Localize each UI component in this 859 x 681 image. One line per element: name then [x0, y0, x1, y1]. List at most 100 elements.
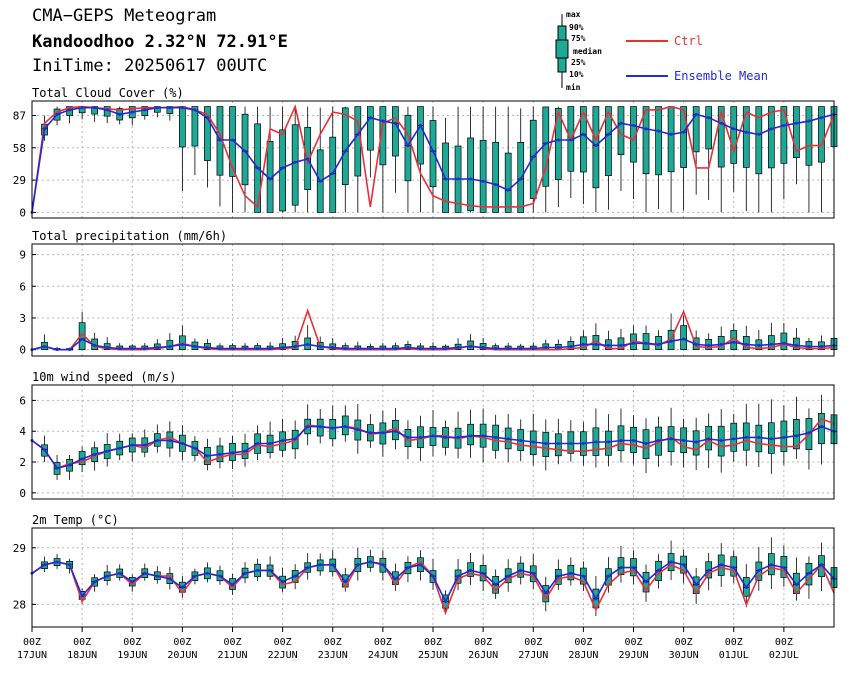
ensemble-mean-point: [143, 443, 147, 447]
y-tick-label: 6: [19, 394, 26, 407]
ensemble-mean-point: [180, 442, 184, 446]
ensemble-mean-point: [719, 342, 723, 346]
ensemble-box: [429, 120, 437, 188]
ensemble-mean-point: [205, 454, 209, 458]
ensemble-mean-point: [594, 144, 598, 148]
ensemble-mean-point: [794, 583, 798, 587]
ensemble-mean-point: [180, 342, 184, 346]
ensemble-mean-point: [168, 577, 172, 581]
ensemble-mean-point: [469, 434, 473, 438]
chart-title: CMA−GEPS Meteogram: [32, 6, 217, 26]
ensemble-mean-point: [732, 127, 736, 131]
ensemble-mean-point: [757, 132, 761, 136]
ensemble-mean-point: [494, 347, 498, 351]
ensemble-mean-point: [193, 344, 197, 348]
ensemble-mean-point: [807, 431, 811, 435]
ensemble-mean-point: [118, 112, 122, 116]
y-tick-label: 29: [13, 542, 26, 555]
legend-box-label: 25%: [571, 58, 586, 67]
ensemble-box: [793, 419, 800, 450]
ensemble-mean-point: [606, 440, 610, 444]
x-tick-label: 00Z: [775, 637, 793, 648]
ensemble-mean-point: [757, 568, 761, 572]
ensemble-mean-point: [506, 188, 510, 192]
ensemble-mean-point: [68, 348, 72, 352]
ensemble-box: [179, 106, 186, 148]
ensemble-mean-point: [669, 437, 673, 441]
ensemble-mean-point: [243, 347, 247, 351]
ensemble-mean-point: [155, 346, 159, 350]
ensemble-mean-point: [682, 563, 686, 567]
panel-frame: [31, 100, 835, 219]
ensemble-mean-point: [732, 340, 736, 344]
panel-title: Total precipitation (mm/6h): [32, 229, 227, 243]
ensemble-box: [592, 106, 600, 189]
ensemble-mean-point: [343, 347, 347, 351]
ensemble-mean-point: [93, 452, 97, 456]
ensemble-mean-point: [632, 124, 635, 128]
ensemble-mean-point: [469, 568, 473, 572]
ensemble-mean-point: [130, 443, 134, 447]
x-tick-label: 00Z: [324, 637, 342, 648]
ensemble-mean-point: [406, 144, 410, 148]
ensemble-mean-point: [657, 438, 661, 442]
ensemble-mean-point: [782, 566, 786, 570]
ensemble-box: [655, 106, 662, 176]
ensemble-mean-point: [682, 337, 686, 341]
ensemble-mean-point: [205, 346, 209, 350]
ensemble-box: [392, 106, 399, 157]
ensemble-box: [642, 106, 650, 175]
ensemble-mean-point: [318, 425, 322, 429]
ensemble-mean-point: [669, 339, 673, 343]
ensemble-mean-point: [418, 435, 422, 439]
x-tick-label: 00Z: [274, 637, 292, 648]
ensemble-mean-point: [143, 571, 147, 575]
ensemble-mean-point: [393, 347, 397, 351]
x-tick-date: 01JUL: [719, 650, 749, 661]
x-tick-date: 19JUN: [117, 650, 147, 661]
ensemble-mean-point: [55, 466, 59, 470]
ensemble-mean-point: [406, 566, 410, 570]
panel-title: 2m Temp (°C): [32, 513, 119, 527]
x-tick-date: 28JUN: [568, 650, 598, 661]
ensemble-mean-point: [281, 580, 285, 584]
ensemble-mean-point: [744, 585, 748, 589]
ensemble-mean-point: [456, 574, 460, 578]
x-tick-label: 00Z: [574, 637, 592, 648]
ensemble-box: [580, 106, 587, 173]
legend-mean-label: Ensemble Mean: [674, 69, 768, 83]
ensemble-mean-point: [331, 426, 335, 430]
ensemble-mean-point: [68, 463, 72, 467]
ensemble-mean-point: [293, 160, 297, 164]
ensemble-box: [417, 106, 424, 165]
ensemble-mean-point: [318, 563, 322, 567]
ensemble-mean-point: [807, 119, 811, 123]
ensemble-mean-point: [243, 571, 247, 575]
ensemble-mean-point: [782, 124, 786, 128]
y-tick-label: 4: [19, 425, 26, 438]
ensemble-mean-point: [619, 343, 623, 347]
ensemble-mean-point: [155, 106, 159, 110]
ensemble-mean-point: [581, 442, 585, 446]
y-tick-label: 9: [19, 249, 26, 262]
ensemble-mean-point: [819, 116, 823, 120]
x-tick-date: 21JUN: [217, 650, 247, 661]
ensemble-mean-point: [719, 121, 723, 125]
ensemble-mean-point: [581, 132, 585, 136]
ensemble-box: [717, 106, 725, 168]
ensemble-mean-point: [444, 600, 448, 604]
y-tick-label: 58: [13, 142, 26, 155]
ensemble-mean-point: [381, 119, 385, 123]
ensemble-mean-point: [105, 449, 109, 453]
x-tick-date: 18JUN: [67, 650, 97, 661]
ensemble-box: [730, 106, 738, 164]
x-tick-date: 30JUN: [669, 650, 699, 661]
y-tick-label: 0: [19, 487, 26, 500]
ensemble-mean-point: [506, 437, 510, 441]
ensemble-mean-point: [456, 177, 460, 181]
ensemble-mean-point: [719, 563, 723, 567]
ensemble-mean-point: [757, 343, 761, 347]
ensemble-mean-point: [343, 425, 347, 429]
ensemble-mean-point: [694, 440, 698, 444]
ensemble-mean-point: [55, 112, 59, 116]
